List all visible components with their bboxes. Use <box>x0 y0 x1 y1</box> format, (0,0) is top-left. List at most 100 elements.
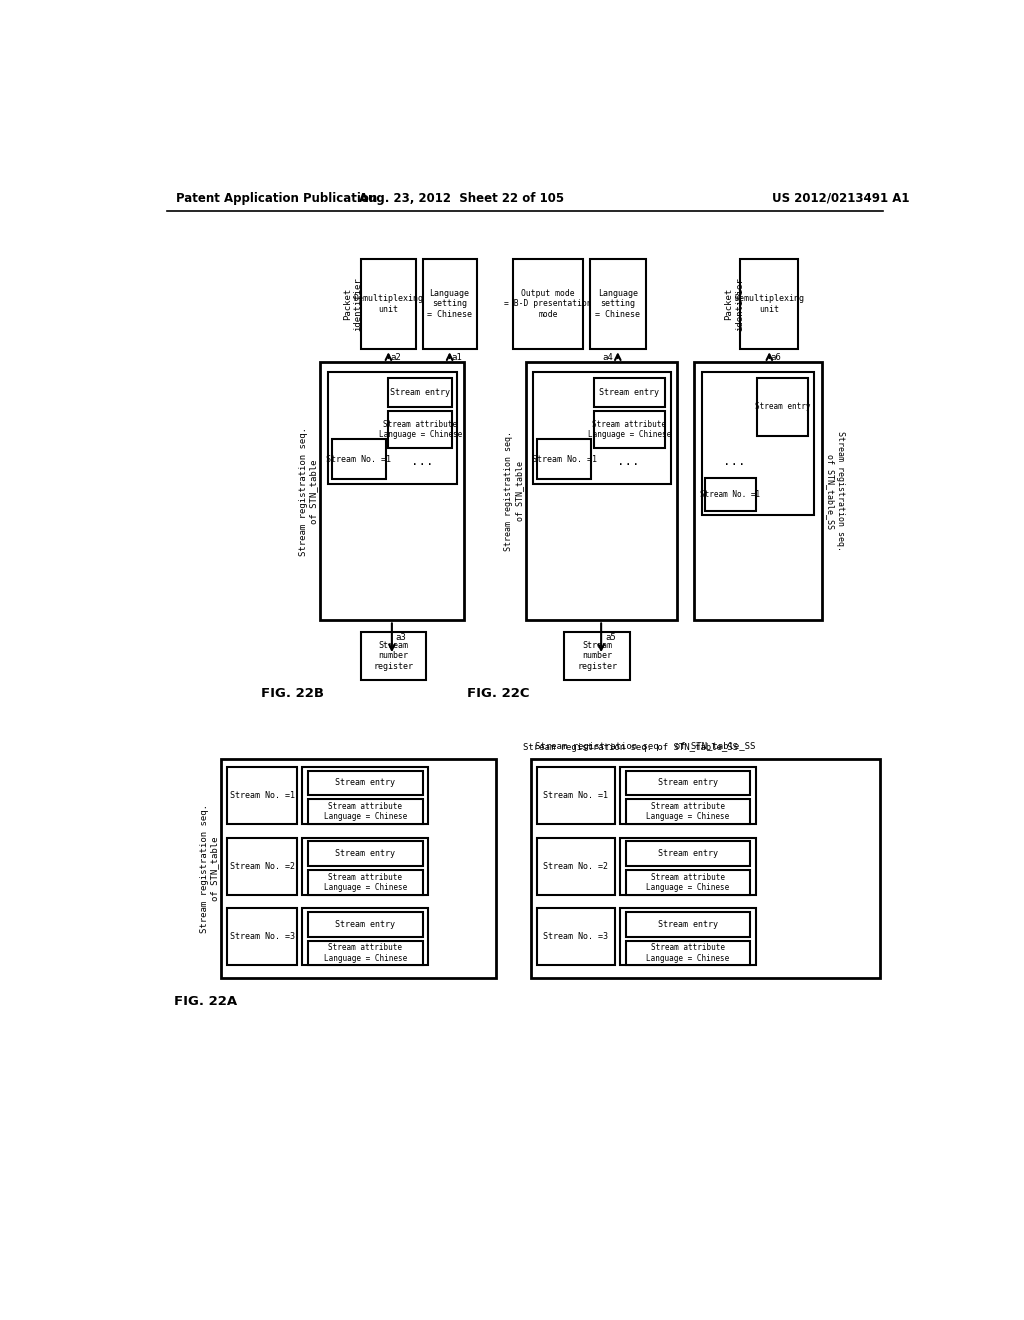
Bar <box>740 259 799 350</box>
Text: Aug. 23, 2012  Sheet 22 of 105: Aug. 23, 2012 Sheet 22 of 105 <box>358 191 564 205</box>
Bar <box>328 372 458 484</box>
Text: a2: a2 <box>390 352 400 362</box>
Bar <box>423 259 477 350</box>
Bar <box>626 912 750 937</box>
Bar <box>513 259 583 350</box>
Bar <box>308 799 423 824</box>
Bar <box>534 372 671 484</box>
Text: Patent Application Publication: Patent Application Publication <box>176 191 377 205</box>
Bar <box>308 912 423 937</box>
Text: a6: a6 <box>771 352 781 362</box>
Bar <box>360 632 426 680</box>
Bar <box>227 838 297 895</box>
Bar <box>538 838 614 895</box>
Text: Stream No. =1: Stream No. =1 <box>544 791 608 800</box>
Text: Stream entry: Stream entry <box>335 849 395 858</box>
Text: Demultiplexing
unit: Demultiplexing unit <box>734 294 804 314</box>
Text: FIG. 22C: FIG. 22C <box>467 686 530 700</box>
Bar <box>308 771 423 795</box>
Bar <box>590 259 646 350</box>
Bar <box>531 759 880 978</box>
Bar <box>594 378 665 407</box>
Text: a5: a5 <box>605 632 615 642</box>
Bar <box>308 941 423 965</box>
Bar <box>221 759 496 978</box>
Text: Stream entry: Stream entry <box>657 779 718 787</box>
Text: Stream entry: Stream entry <box>335 779 395 787</box>
Text: Stream registration seq.  of STN_table_SS: Stream registration seq. of STN_table_SS <box>535 742 756 751</box>
Text: Stream entry: Stream entry <box>335 920 395 929</box>
Text: Stream registration seq. of STN_table_SS: Stream registration seq. of STN_table_SS <box>523 743 738 752</box>
Text: Stream No. =1: Stream No. =1 <box>327 455 391 463</box>
Bar <box>308 870 423 895</box>
Text: Stream No. =3: Stream No. =3 <box>229 932 295 941</box>
Bar <box>701 372 814 515</box>
Bar <box>538 908 614 965</box>
Bar <box>626 841 750 866</box>
Text: Stream attribute
Language = Chinese: Stream attribute Language = Chinese <box>324 873 407 892</box>
Text: Stream entry: Stream entry <box>390 388 451 397</box>
Text: Stream No. =1: Stream No. =1 <box>531 455 597 463</box>
Text: Stream entry: Stream entry <box>657 849 718 858</box>
Text: Stream attribute
Language = Chinese: Stream attribute Language = Chinese <box>324 801 407 821</box>
Text: Stream
number
register: Stream number register <box>578 642 617 671</box>
Bar <box>758 378 808 436</box>
Text: Stream No. =3: Stream No. =3 <box>544 932 608 941</box>
Text: Demultiplexing
unit: Demultiplexing unit <box>353 294 423 314</box>
Text: Stream
number
register: Stream number register <box>374 642 414 671</box>
Text: Stream attribute
Language = Chinese: Stream attribute Language = Chinese <box>379 420 462 440</box>
Bar <box>321 363 464 620</box>
Text: Stream attribute
Language = Chinese: Stream attribute Language = Chinese <box>646 944 729 962</box>
Text: Stream registration seq.
of STN_table: Stream registration seq. of STN_table <box>200 804 219 933</box>
Text: Stream No. =1: Stream No. =1 <box>229 791 295 800</box>
Text: ...: ... <box>412 454 434 467</box>
Text: FIG. 22A: FIG. 22A <box>174 995 238 1008</box>
Bar <box>564 632 630 680</box>
Bar <box>360 259 417 350</box>
Text: Stream attribute
Language = Chinese: Stream attribute Language = Chinese <box>646 873 729 892</box>
Bar <box>302 767 428 824</box>
Bar <box>626 771 750 795</box>
Text: Stream registration seq.
of STN_table_SS: Stream registration seq. of STN_table_SS <box>826 432 845 552</box>
Bar <box>525 363 677 620</box>
Text: Stream No. =2: Stream No. =2 <box>229 862 295 870</box>
Text: ...: ... <box>616 454 639 467</box>
Text: a4: a4 <box>602 352 613 362</box>
Text: Stream entry: Stream entry <box>599 388 659 397</box>
Text: Stream attribute
Language = Chinese: Stream attribute Language = Chinese <box>324 944 407 962</box>
Bar <box>308 841 423 866</box>
Bar <box>621 838 756 895</box>
Text: Stream No. =2: Stream No. =2 <box>544 862 608 870</box>
Text: Output mode
= B-D presentation
mode: Output mode = B-D presentation mode <box>504 289 592 319</box>
Text: Language
setting
= Chinese: Language setting = Chinese <box>595 289 640 319</box>
Bar <box>302 838 428 895</box>
Bar <box>227 767 297 824</box>
Bar <box>626 799 750 824</box>
Text: US 2012/0213491 A1: US 2012/0213491 A1 <box>772 191 909 205</box>
Bar <box>594 411 665 447</box>
Text: Stream No. =1: Stream No. =1 <box>700 490 761 499</box>
Text: Stream registration seq.
of STN_table: Stream registration seq. of STN_table <box>299 426 318 556</box>
Text: Stream entry: Stream entry <box>657 920 718 929</box>
Bar <box>388 378 452 407</box>
Bar <box>626 941 750 965</box>
Bar <box>626 870 750 895</box>
Bar <box>302 908 428 965</box>
Text: Packet
identifier: Packet identifier <box>724 277 743 331</box>
Text: Language
setting
= Chinese: Language setting = Chinese <box>427 289 472 319</box>
Text: a3: a3 <box>395 632 407 642</box>
Text: Stream attribute
Language = Chinese: Stream attribute Language = Chinese <box>646 801 729 821</box>
Bar <box>621 767 756 824</box>
Bar <box>388 411 452 447</box>
Text: Stream attribute
Language = Chinese: Stream attribute Language = Chinese <box>588 420 671 440</box>
Bar <box>693 363 821 620</box>
Bar <box>227 908 297 965</box>
Bar <box>332 440 386 479</box>
Bar <box>706 478 756 511</box>
Text: a1: a1 <box>452 352 462 362</box>
Bar <box>621 908 756 965</box>
Text: Packet
identifier: Packet identifier <box>343 277 362 331</box>
Bar <box>538 767 614 824</box>
Text: FIG. 22B: FIG. 22B <box>261 686 325 700</box>
Bar <box>538 440 592 479</box>
